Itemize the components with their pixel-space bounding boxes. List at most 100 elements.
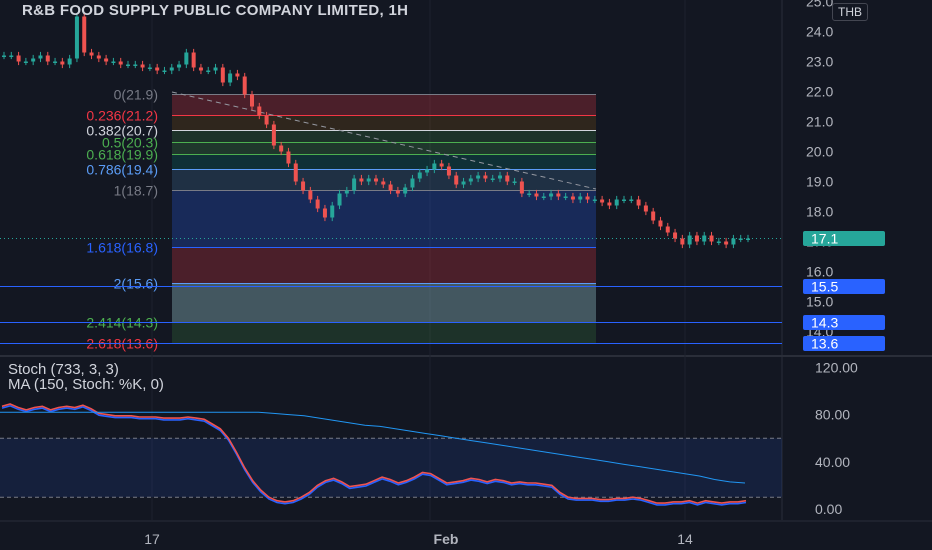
candle-body bbox=[374, 178, 378, 182]
price-tick-label: 25.0 bbox=[806, 0, 833, 10]
candle-body bbox=[45, 55, 50, 62]
candle-body bbox=[177, 64, 182, 68]
stoch-k-line bbox=[1, 403, 747, 504]
price-tick-label: 16.0 bbox=[806, 264, 833, 280]
candle-body bbox=[519, 181, 524, 194]
candle-body bbox=[53, 61, 58, 63]
candle-body bbox=[410, 178, 415, 188]
stoch-d-line bbox=[1, 404, 747, 506]
stoch-indicator-label[interactable]: Stoch (733, 3, 3) bbox=[8, 361, 119, 378]
candle-body bbox=[498, 175, 502, 179]
fib-trend-line bbox=[171, 91, 597, 190]
candle-body bbox=[614, 199, 619, 206]
candle-body bbox=[731, 238, 736, 245]
candle-body bbox=[82, 16, 87, 53]
candle-body bbox=[352, 178, 357, 191]
price-tick-label: 23.0 bbox=[806, 54, 833, 70]
candle-body bbox=[286, 151, 291, 164]
fib-zone bbox=[172, 115, 596, 131]
candle-body bbox=[607, 202, 612, 206]
price-badge bbox=[803, 279, 885, 294]
candle-body bbox=[388, 184, 393, 191]
stoch-ma-line bbox=[0, 411, 746, 484]
fib-level-label: 0.236(21.2) bbox=[86, 108, 158, 124]
price-badge-label: 13.6 bbox=[811, 336, 838, 352]
candle-body bbox=[694, 235, 699, 242]
candle-body bbox=[23, 61, 28, 63]
candle-body bbox=[242, 76, 247, 95]
candle-body bbox=[2, 55, 6, 57]
candle-body bbox=[213, 67, 218, 71]
price-tick-label: 18.0 bbox=[806, 204, 833, 220]
candle-body bbox=[322, 208, 327, 218]
candle-body bbox=[67, 58, 72, 65]
candle-body bbox=[74, 16, 79, 59]
time-tick-label: 14 bbox=[677, 531, 693, 547]
price-tick-label: 15.0 bbox=[806, 294, 833, 310]
candle-body bbox=[257, 106, 262, 116]
fib-zone bbox=[172, 154, 596, 170]
fib-zone bbox=[172, 247, 596, 284]
candle-body bbox=[133, 64, 138, 66]
fib-zone bbox=[172, 142, 596, 155]
candle-body bbox=[563, 196, 568, 198]
candle-body bbox=[643, 205, 648, 212]
candle-body bbox=[96, 55, 101, 59]
candle-body bbox=[454, 175, 459, 185]
candle-body bbox=[359, 178, 364, 182]
candle-body bbox=[578, 196, 583, 200]
fib-zone bbox=[172, 283, 596, 323]
fib-level-label: 0(21.9) bbox=[114, 87, 158, 103]
candle-body bbox=[184, 52, 189, 65]
candle-body bbox=[293, 163, 298, 182]
stoch-band bbox=[0, 438, 782, 498]
candle-body bbox=[417, 172, 422, 179]
candle-body bbox=[344, 190, 349, 194]
candle-body bbox=[585, 196, 590, 200]
candle-body bbox=[191, 52, 196, 68]
candle-body bbox=[264, 115, 269, 125]
stoch-ma-label[interactable]: MA (150, Stoch: %K, 0) bbox=[8, 376, 164, 393]
candle-body bbox=[279, 145, 284, 152]
candle-body bbox=[600, 199, 605, 203]
candle-body bbox=[271, 124, 276, 146]
fib-zone bbox=[172, 94, 596, 116]
candle-body bbox=[505, 175, 510, 182]
candle-body bbox=[483, 175, 488, 179]
candle-body bbox=[31, 58, 36, 62]
candle-body bbox=[235, 73, 240, 77]
price-tick-label: 21.0 bbox=[806, 114, 833, 130]
candle-body bbox=[738, 238, 743, 240]
candle-body bbox=[665, 226, 670, 233]
candle-body bbox=[381, 181, 386, 185]
fib-level-label: 2(15.6) bbox=[114, 276, 158, 292]
candle-body bbox=[308, 190, 313, 200]
candle-body bbox=[651, 211, 656, 221]
fib-zone bbox=[172, 130, 596, 143]
candle-body bbox=[446, 166, 451, 176]
candle-body bbox=[162, 70, 167, 72]
candle-body bbox=[687, 235, 692, 245]
price-tick-label: 22.0 bbox=[806, 84, 833, 100]
candle-body bbox=[89, 52, 94, 56]
time-tick-label: 17 bbox=[144, 531, 160, 547]
candle-body bbox=[512, 181, 517, 183]
fib-level-label: 1(18.7) bbox=[114, 183, 158, 199]
currency-button[interactable]: THB bbox=[832, 3, 868, 21]
candle-body bbox=[126, 64, 130, 66]
candle-body bbox=[16, 55, 21, 62]
price-tick-label: 19.0 bbox=[806, 174, 833, 190]
candle-body bbox=[702, 235, 707, 242]
fib-level-label: 1.618(16.8) bbox=[86, 240, 158, 256]
candle-body bbox=[395, 190, 400, 194]
candle-body bbox=[461, 181, 466, 185]
fib-level-label: 0.786(19.4) bbox=[86, 162, 158, 178]
price-tick-label: 20.0 bbox=[806, 144, 833, 160]
candle-body bbox=[746, 238, 750, 240]
osc-tick-label: 120.00 bbox=[815, 359, 858, 375]
price-badge-label: 15.5 bbox=[811, 279, 838, 295]
candle-body bbox=[118, 61, 123, 65]
fib-zone bbox=[172, 322, 596, 344]
candle-body bbox=[9, 55, 14, 57]
